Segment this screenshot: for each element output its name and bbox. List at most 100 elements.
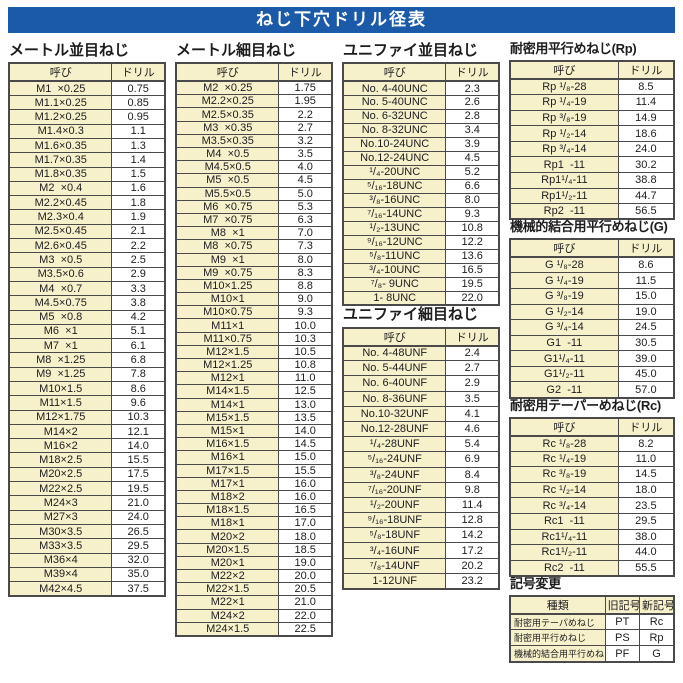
drill-value: 1.9 bbox=[111, 209, 166, 225]
drill-value: 9.3 bbox=[278, 305, 333, 320]
section-title-metric-fine: メートル細目ねじ bbox=[176, 42, 297, 59]
thread-name: No.12-28UNF bbox=[342, 420, 447, 438]
thread-name: G ¹/₈-28 bbox=[509, 256, 619, 274]
table-row: 耐密用平行めねじ PS Rp bbox=[509, 629, 675, 647]
section-title-unified-coarse: ユニファイ並目ねじ bbox=[343, 42, 479, 59]
drill-value: 13.0 bbox=[278, 397, 333, 412]
table-row: ⁵/₁₆-24UNF 6.9 bbox=[342, 451, 500, 468]
table-header-row: 呼び ドリル bbox=[509, 417, 675, 437]
column-header-name: 呼び bbox=[342, 327, 447, 347]
drill-value: 10.0 bbox=[278, 318, 333, 333]
table-header-row: 呼び ドリル bbox=[175, 62, 333, 83]
thread-name: G1¹/₄-11 bbox=[509, 350, 619, 367]
drill-value: 5.3 bbox=[278, 199, 333, 214]
drill-value: 15.0 bbox=[617, 287, 675, 305]
thread-name: ⁹/₁₆-12UNC bbox=[342, 234, 447, 250]
table-row: M2.3×0.4 1.9 bbox=[8, 209, 166, 225]
thread-name: Rc ³/₈-19 bbox=[509, 466, 619, 483]
thread-name: M14×2 bbox=[8, 423, 113, 440]
drill-value: 26.5 bbox=[111, 523, 166, 540]
drill-value: 8.6 bbox=[617, 256, 675, 274]
table-row: M10×1 9.0 bbox=[175, 292, 333, 307]
table-row: M24×1.5 22.5 bbox=[175, 621, 333, 637]
thread-name: M1.2×0.25 bbox=[8, 109, 113, 125]
table-row: Rc1¹/₄-11 38.0 bbox=[509, 528, 675, 546]
table-row: M1.7×0.35 1.4 bbox=[8, 152, 166, 168]
drill-value: 2.7 bbox=[278, 120, 333, 135]
table-row: M22×1.5 20.5 bbox=[175, 582, 333, 597]
thread-name: No. 5-44UNF bbox=[342, 360, 447, 377]
new-symbol: G bbox=[639, 645, 675, 663]
thread-name: M6 ×0.75 bbox=[175, 199, 280, 214]
thread-name: Rp ³/₄-14 bbox=[509, 140, 619, 158]
drill-value: 38.0 bbox=[617, 528, 675, 546]
thread-name: M3.5×0.35 bbox=[175, 133, 280, 149]
drill-value: 14.5 bbox=[278, 437, 333, 452]
table-row: No.10-32UNF 4.1 bbox=[342, 405, 500, 422]
thread-name: ³/₈-16UNC bbox=[342, 192, 447, 208]
drill-value: 18.5 bbox=[278, 542, 333, 557]
thread-name: ³/₄-10UNC bbox=[342, 262, 447, 278]
drill-value: 14.2 bbox=[445, 527, 500, 544]
thread-name: M2.6×0.45 bbox=[8, 238, 113, 254]
table-row: M4 ×0.7 3.3 bbox=[8, 280, 166, 297]
drill-value: 3.5 bbox=[445, 390, 500, 407]
table-row: 1- 8UNC 22.0 bbox=[342, 290, 500, 306]
table-row: M12×1.25 10.8 bbox=[175, 357, 333, 373]
thread-name: M1.6×0.35 bbox=[8, 137, 113, 154]
table-row: No. 8-32UNC 3.4 bbox=[342, 122, 500, 138]
table-row: M9 ×1 8.0 bbox=[175, 252, 333, 267]
table-row: M14×1 13.0 bbox=[175, 397, 333, 412]
drill-value: 15.0 bbox=[278, 450, 333, 465]
thread-name: Rp ¹/₄-19 bbox=[509, 94, 619, 111]
thread-name: M12×1 bbox=[175, 371, 280, 386]
table-row: M1.1×0.25 0.85 bbox=[8, 95, 166, 111]
column-header-drill: ドリル bbox=[111, 62, 166, 83]
thread-name: G1¹/₂-11 bbox=[509, 365, 619, 383]
table-row: M4.5×0.5 4.0 bbox=[175, 160, 333, 175]
thread-name: Rc ¹/₈-28 bbox=[509, 435, 619, 452]
drill-value: 0.75 bbox=[111, 80, 166, 97]
old-symbol: PT bbox=[604, 613, 641, 631]
thread-name: M22×1 bbox=[175, 595, 280, 610]
table-row: G ¹/₈-28 8.6 bbox=[509, 256, 675, 274]
thread-name: M2.5×0.45 bbox=[8, 223, 113, 240]
thread-name: Rp2 -11 bbox=[509, 203, 619, 220]
table-row: No. 4-40UNC 2.3 bbox=[342, 80, 500, 96]
drill-value: 3.3 bbox=[111, 280, 166, 297]
column-header-drill: ドリル bbox=[617, 417, 675, 437]
drill-value: 0.95 bbox=[111, 109, 166, 125]
drill-value: 20.2 bbox=[445, 557, 500, 574]
column-pipe-threads: 耐密用平行めねじ(Rp) 呼び ドリル Rp ¹/₈-28 8.5 Rp ¹/₄-1… bbox=[509, 41, 675, 663]
thread-name: No. 8-32UNC bbox=[342, 122, 447, 138]
thread-name: M18×1.5 bbox=[175, 503, 280, 518]
drill-value: 1.1 bbox=[111, 123, 166, 139]
new-symbol: Rc bbox=[639, 613, 675, 631]
unified-fine-table: 呼び ドリル No. 4-48UNF 2.4 No. 5-44UNF 2.7 No. 6… bbox=[342, 326, 500, 590]
table-row: Rc ³/₄-14 23.5 bbox=[509, 497, 675, 514]
table-row: G ¹/₄-19 11.5 bbox=[509, 272, 675, 289]
drill-value: 22.0 bbox=[278, 608, 333, 623]
table-row: M14×2 12.1 bbox=[8, 423, 166, 440]
thread-name: G ³/₈-19 bbox=[509, 287, 619, 305]
thread-name: M22×2 bbox=[175, 568, 280, 584]
drill-value: 3.8 bbox=[111, 295, 166, 311]
drill-value: 56.5 bbox=[617, 203, 675, 220]
drill-value: 4.1 bbox=[445, 405, 500, 422]
section-title-g: 機械的結合用平行めねじ(G) bbox=[510, 219, 668, 235]
symbol-change-table: 種類 旧記号 新記号 耐密用テーパめねじ PT Rc 耐密用平行めねじ PS Rp 機械的結… bbox=[509, 594, 675, 663]
drill-value: 12.5 bbox=[278, 384, 333, 399]
table-row: G2 -11 57.0 bbox=[509, 381, 675, 399]
thread-name: M10×0.75 bbox=[175, 305, 280, 320]
drill-value: 1.5 bbox=[111, 166, 166, 182]
thread-name: ⁵/₁₆-18UNC bbox=[342, 178, 447, 194]
table-row: M3 ×0.35 2.7 bbox=[175, 120, 333, 135]
table-row: ⁷/₈-14UNF 20.2 bbox=[342, 557, 500, 574]
table-row: M4.5×0.75 3.8 bbox=[8, 295, 166, 311]
table-row: Rc ³/₈-19 14.5 bbox=[509, 466, 675, 483]
thread-name: ⁷/₈-14UNF bbox=[342, 557, 447, 574]
table-row: M9 ×0.75 8.3 bbox=[175, 265, 333, 280]
drill-value: 6.1 bbox=[111, 338, 166, 354]
drill-value: 19.5 bbox=[445, 276, 500, 292]
table-row: M20×1.5 18.5 bbox=[175, 542, 333, 557]
